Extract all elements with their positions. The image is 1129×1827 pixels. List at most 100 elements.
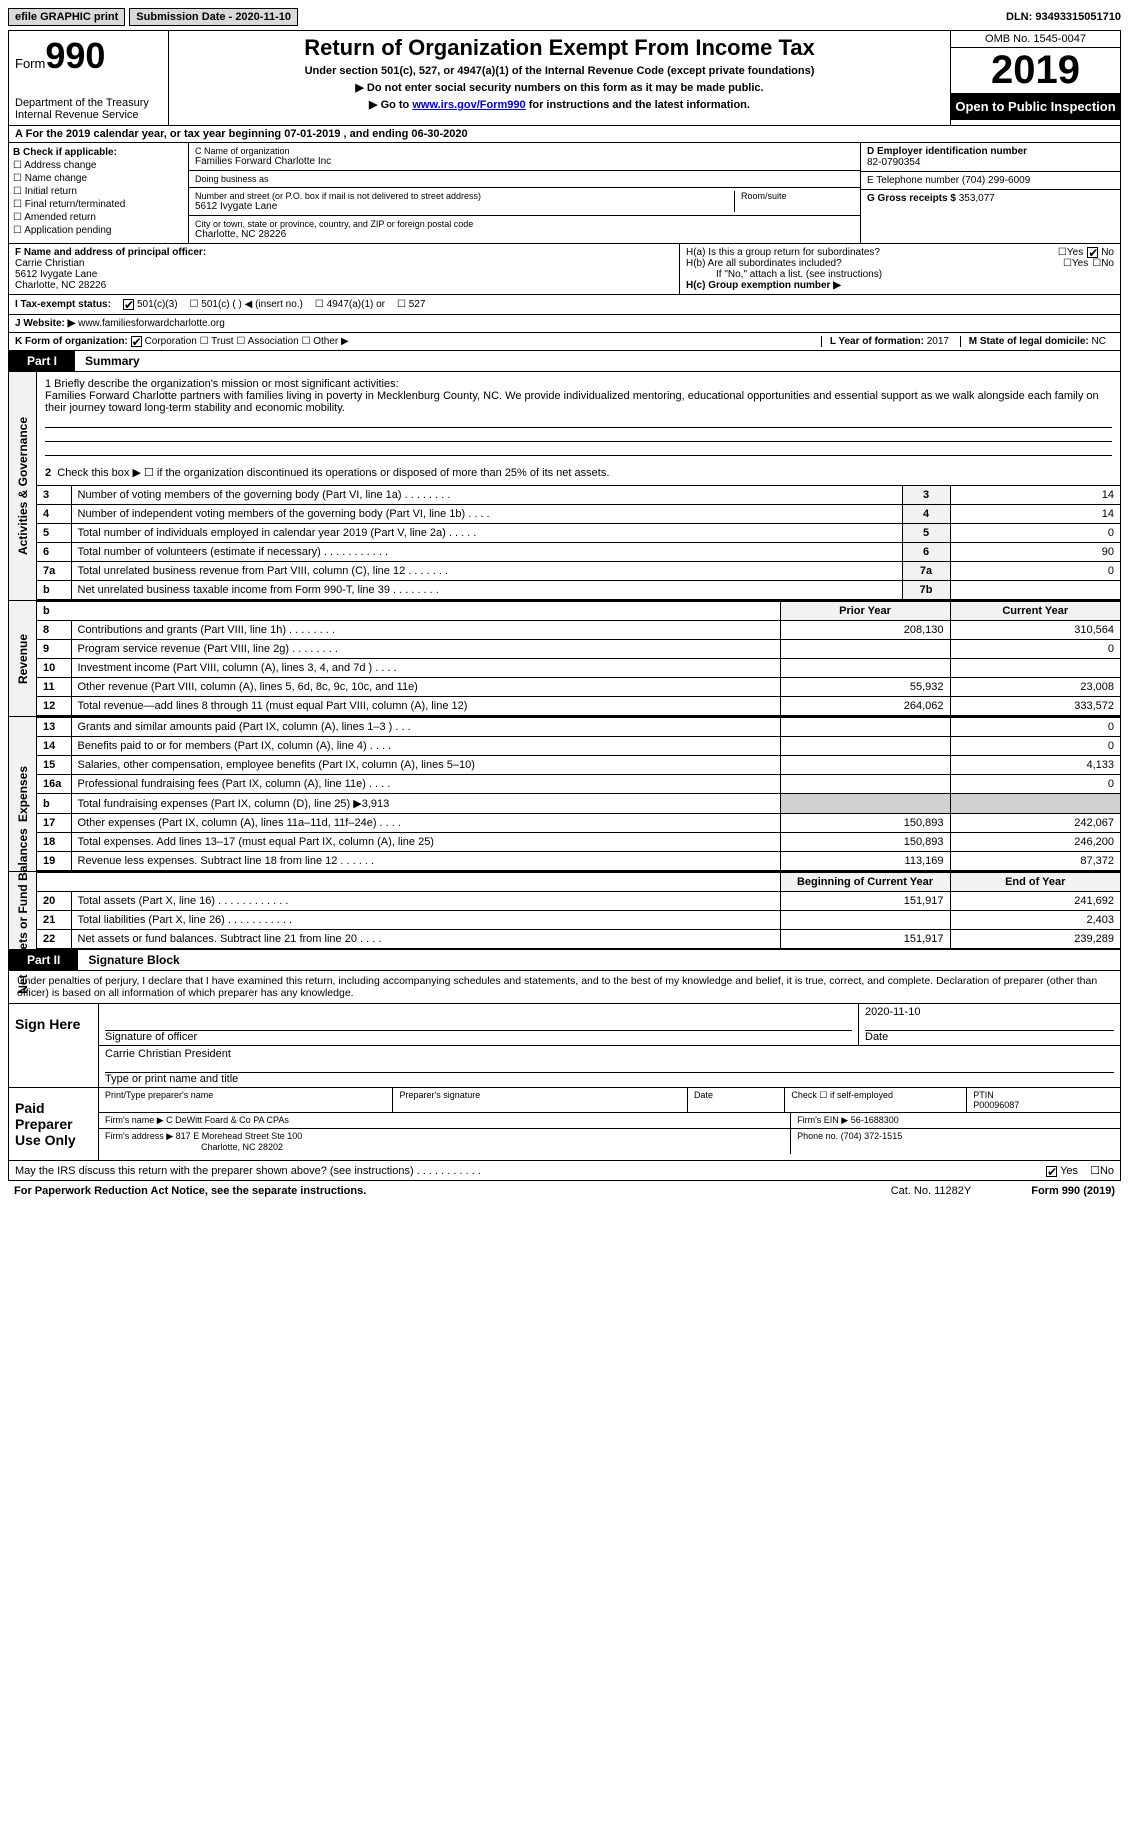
cb-name-change[interactable]: ☐ Name change <box>13 173 184 184</box>
ein-label: D Employer identification number <box>867 146 1027 157</box>
form-header: Form990 Department of the Treasury Inter… <box>8 30 1121 126</box>
gov-section: Activities & Governance 1 Briefly descri… <box>8 372 1121 601</box>
form-id-block: Form990 Department of the Treasury Inter… <box>9 31 169 125</box>
section-k: K Form of organization: Corporation ☐ Tr… <box>15 336 349 347</box>
table-row: 18Total expenses. Add lines 13–17 (must … <box>37 833 1120 852</box>
dba-label: Doing business as <box>195 174 854 184</box>
phone-label: E Telephone number <box>867 175 959 186</box>
officer-addr1: 5612 Ivygate Lane <box>15 269 97 280</box>
current-year-hdr: Current Year <box>950 602 1120 621</box>
ha-yes[interactable]: ☐Yes <box>1058 247 1083 258</box>
revenue-section: Revenue bPrior YearCurrent Year 8Contrib… <box>8 601 1121 717</box>
expenses-section: Expenses 13Grants and similar amounts pa… <box>8 717 1121 872</box>
table-row: 22Net assets or fund balances. Subtract … <box>37 930 1120 949</box>
table-row: 20Total assets (Part X, line 16) . . . .… <box>37 892 1120 911</box>
section-c: C Name of organization Families Forward … <box>189 143 860 243</box>
ha-row: H(a) Is this a group return for subordin… <box>686 247 1114 258</box>
sign-here-block: Sign Here Signature of officer 2020-11-1… <box>8 1004 1121 1088</box>
discuss-no[interactable]: ☐No <box>1090 1164 1114 1177</box>
section-lm: L Year of formation: 2017 M State of leg… <box>821 336 1114 347</box>
table-row: 14Benefits paid to or for members (Part … <box>37 737 1120 756</box>
signature-intro: Under penalties of perjury, I declare th… <box>8 971 1121 1004</box>
form-subtitle-2: ▶ Do not enter social security numbers o… <box>177 81 942 94</box>
line-2: 2 Check this box ▶ ☐ if the organization… <box>45 466 1112 479</box>
i-527[interactable]: ☐ 527 <box>397 299 425 310</box>
open-to-public-badge: Open to Public Inspection <box>951 93 1120 120</box>
hb-label: H(b) Are all subordinates included? <box>686 258 1059 269</box>
discuss-yes[interactable]: Yes <box>1046 1165 1078 1177</box>
officer-sig-cell[interactable]: Signature of officer <box>99 1004 859 1045</box>
section-klm: K Form of organization: Corporation ☐ Tr… <box>8 333 1121 351</box>
k-corp[interactable]: Corporation <box>131 336 197 347</box>
omb-number: OMB No. 1545-0047 <box>951 31 1120 48</box>
k-other[interactable]: ☐ Other ▶ <box>302 336 349 347</box>
phone-cell: E Telephone number (704) 299-6009 <box>861 172 1120 190</box>
tax-year-line: A For the 2019 calendar year, or tax yea… <box>8 126 1121 143</box>
section-de: D Employer identification number 82-0790… <box>860 143 1120 243</box>
cb-final[interactable]: ☐ Final return/terminated <box>13 199 184 210</box>
mission-prompt: 1 Briefly describe the organization's mi… <box>45 378 1112 390</box>
tax-year: 2019 <box>951 48 1120 93</box>
prior-year-hdr: Prior Year <box>780 602 950 621</box>
mission-text: Families Forward Charlotte partners with… <box>45 390 1112 414</box>
entity-section: B Check if applicable: ☐ Address change … <box>8 143 1121 244</box>
prep-sig-cell[interactable]: Preparer's signature <box>393 1088 687 1112</box>
submission-date-badge: Submission Date - 2020-11-10 <box>129 8 298 26</box>
i-4947[interactable]: ☐ 4947(a)(1) or <box>315 299 385 310</box>
officer-label: F Name and address of principal officer: <box>15 247 206 258</box>
gross-label: G Gross receipts $ <box>867 193 956 204</box>
city-value: Charlotte, NC 28226 <box>195 229 286 240</box>
k-trust[interactable]: ☐ Trust <box>200 336 234 347</box>
i-501c3[interactable]: 501(c)(3) <box>123 299 178 310</box>
prep-self-cell[interactable]: Check ☐ if self-employed <box>785 1088 967 1112</box>
efile-print-button[interactable]: efile GRAPHIC print <box>8 8 125 26</box>
room-label: Room/suite <box>741 191 854 201</box>
officer-h-row: F Name and address of principal officer:… <box>8 244 1121 295</box>
bcy-hdr: Beginning of Current Year <box>780 873 950 892</box>
table-row: 15Salaries, other compensation, employee… <box>37 756 1120 775</box>
footer-row: For Paperwork Reduction Act Notice, see … <box>8 1181 1121 1201</box>
sign-here-label: Sign Here <box>9 1004 99 1087</box>
org-name: Families Forward Charlotte Inc <box>195 156 331 167</box>
ha-no[interactable]: No <box>1087 247 1114 258</box>
table-row: bTotal fundraising expenses (Part IX, co… <box>37 794 1120 814</box>
cb-addr-change[interactable]: ☐ Address change <box>13 160 184 171</box>
gov-table: 3Number of voting members of the governi… <box>37 485 1120 600</box>
hc-row: H(c) Group exemption number ▶ <box>686 280 1114 291</box>
revenue-table: bPrior YearCurrent Year 8Contributions a… <box>37 601 1120 716</box>
firm-name-cell: Firm's name ▶ C DeWitt Foard & Co PA CPA… <box>99 1113 791 1128</box>
sig-date-cell: 2020-11-10 Date <box>859 1004 1120 1045</box>
table-row: 16aProfessional fundraising fees (Part I… <box>37 775 1120 794</box>
year-formation: 2017 <box>927 336 949 347</box>
cb-amended[interactable]: ☐ Amended return <box>13 212 184 223</box>
hb-yes[interactable]: ☐Yes <box>1063 258 1088 269</box>
cb-initial[interactable]: ☐ Initial return <box>13 186 184 197</box>
city-label: City or town, state or province, country… <box>195 219 854 229</box>
form-word: Form <box>15 56 45 71</box>
dln-label: DLN: 93493315051710 <box>1006 11 1121 23</box>
j-label: J Website: ▶ <box>15 318 75 329</box>
goto-pre: ▶ Go to <box>369 99 412 111</box>
table-row: 17Other expenses (Part IX, column (A), l… <box>37 814 1120 833</box>
prep-date-cell: Date <box>688 1088 785 1112</box>
k-assoc[interactable]: ☐ Association <box>236 336 298 347</box>
gross-cell: G Gross receipts $ 353,077 <box>861 190 1120 207</box>
ptin-cell: PTINP00096087 <box>967 1088 1120 1112</box>
netassets-table: Beginning of Current YearEnd of Year 20T… <box>37 872 1120 949</box>
gross-value: 353,077 <box>959 193 995 204</box>
eoy-hdr: End of Year <box>950 873 1120 892</box>
instructions-link[interactable]: www.irs.gov/Form990 <box>412 99 525 111</box>
section-h: H(a) Is this a group return for subordin… <box>680 244 1120 294</box>
table-row: 13Grants and similar amounts paid (Part … <box>37 718 1120 737</box>
part-i-bar: Part I Summary <box>8 351 1121 372</box>
discuss-question: May the IRS discuss this return with the… <box>15 1165 481 1177</box>
cb-pending[interactable]: ☐ Application pending <box>13 225 184 236</box>
i-501c[interactable]: ☐ 501(c) ( ) ◀ (insert no.) <box>190 299 303 310</box>
section-b-title: B Check if applicable: <box>13 147 184 158</box>
form-year-block: OMB No. 1545-0047 2019 Open to Public In… <box>950 31 1120 125</box>
form-title: Return of Organization Exempt From Incom… <box>177 35 942 61</box>
part-ii-bar: Part II Signature Block <box>8 950 1121 971</box>
form-footer-id: Form 990 (2019) <box>1031 1185 1115 1197</box>
table-row: 8Contributions and grants (Part VIII, li… <box>37 621 1120 640</box>
hb-note: If "No," attach a list. (see instruction… <box>686 269 1114 280</box>
